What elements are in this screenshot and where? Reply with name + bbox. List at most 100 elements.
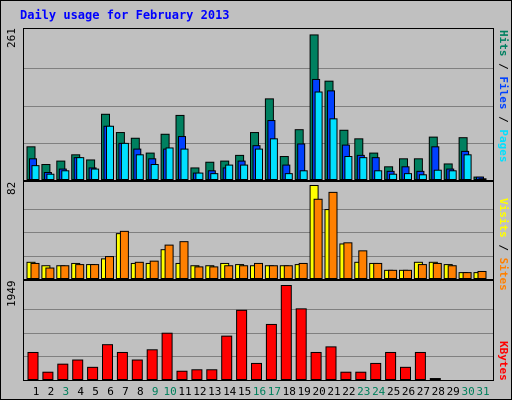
kbytes-bar bbox=[206, 369, 218, 380]
pages-bar bbox=[180, 148, 189, 180]
sites-bar bbox=[119, 230, 129, 279]
kbytes-bar bbox=[57, 363, 69, 380]
kbytes-bar bbox=[42, 371, 54, 380]
kbytes-bar bbox=[429, 378, 441, 381]
hits-files-pages-chart bbox=[24, 34, 493, 181]
day-label: 6 bbox=[107, 385, 114, 398]
day-label: 28 bbox=[432, 385, 445, 398]
sites-bar bbox=[283, 265, 293, 280]
visits-sites-legend: Visits / Sites bbox=[497, 198, 510, 291]
kbytes-max-label: 1949 bbox=[5, 280, 18, 308]
day-label: 26 bbox=[402, 385, 415, 398]
legend-visits: Visits bbox=[497, 198, 510, 238]
sites-bar bbox=[224, 265, 234, 280]
kbytes-bar bbox=[414, 351, 426, 381]
legend-files: Files bbox=[497, 76, 510, 110]
pages-bar bbox=[225, 164, 234, 181]
sites-bar bbox=[298, 262, 308, 279]
legend-pages: Pages bbox=[497, 129, 510, 163]
day-label: 29 bbox=[447, 385, 460, 398]
kbytes-bar bbox=[295, 308, 307, 380]
visits-sites-panel bbox=[23, 181, 494, 280]
kbytes-bar bbox=[280, 285, 292, 380]
day-label: 13 bbox=[208, 385, 221, 398]
kbytes-bar bbox=[116, 351, 128, 381]
sites-bar bbox=[403, 269, 412, 280]
day-label: 19 bbox=[298, 385, 311, 398]
day-label: 12 bbox=[193, 385, 206, 398]
kbytes-bar bbox=[370, 362, 382, 381]
sites-bar bbox=[239, 265, 249, 280]
pages-bar bbox=[106, 125, 114, 180]
kbytes-bar bbox=[176, 370, 188, 380]
pages-bar bbox=[359, 157, 368, 180]
pages-bar bbox=[299, 170, 308, 180]
kbytes-bar bbox=[27, 351, 39, 381]
sites-bar bbox=[209, 266, 219, 279]
sites-bar bbox=[194, 266, 204, 279]
day-label: 22 bbox=[342, 385, 355, 398]
pages-bar bbox=[31, 165, 40, 181]
pages-bar bbox=[255, 148, 263, 180]
kbytes-bar bbox=[191, 369, 203, 380]
sites-bar bbox=[477, 270, 487, 279]
pages-bar bbox=[269, 138, 278, 180]
pages-bar bbox=[91, 168, 100, 181]
legend-kbytes: KBytes bbox=[497, 341, 510, 381]
pages-bar bbox=[150, 164, 159, 180]
sites-bar bbox=[105, 256, 114, 280]
day-label: 25 bbox=[387, 385, 400, 398]
legend-hits: Hits bbox=[497, 30, 510, 57]
kbytes-bar bbox=[87, 366, 99, 380]
kbytes-legend: KBytes bbox=[497, 341, 510, 381]
day-label: 21 bbox=[327, 385, 340, 398]
day-label: 27 bbox=[417, 385, 430, 398]
day-label: 10 bbox=[163, 385, 176, 398]
kbytes-bar bbox=[340, 371, 352, 380]
sites-bar bbox=[90, 264, 100, 280]
kbytes-bar bbox=[131, 359, 143, 380]
visits-max-label: 82 bbox=[5, 181, 18, 195]
pages-bar bbox=[120, 142, 129, 181]
day-label: 2 bbox=[48, 385, 55, 398]
legend-sep: / bbox=[497, 237, 510, 258]
pages-bar bbox=[165, 147, 174, 180]
day-axis: 1 2 3 4 5 6 7 8 9 10 11 12 13 14 15 16 17 18 19 20 21 22 23 24 2… bbox=[33, 385, 490, 398]
pages-bar bbox=[240, 164, 249, 181]
sites-bar bbox=[60, 265, 70, 280]
sites-bar bbox=[30, 262, 40, 279]
kbytes-bar bbox=[161, 332, 173, 380]
hits-files-pages-legend: Hits / Files / Pages bbox=[497, 30, 510, 163]
kbytes-bar bbox=[265, 323, 277, 380]
pages-bar bbox=[418, 174, 427, 180]
sites-bar bbox=[149, 260, 159, 280]
day-label: 5 bbox=[92, 385, 99, 398]
sites-bar bbox=[75, 264, 85, 280]
hits-max-label: 261 bbox=[5, 28, 18, 48]
pages-bar bbox=[374, 170, 383, 180]
day-label: 9 bbox=[152, 385, 159, 398]
chart-title: Daily usage for February 2013 bbox=[20, 8, 230, 22]
pages-bar bbox=[448, 170, 457, 180]
pages-bar bbox=[195, 172, 204, 180]
sites-bar bbox=[313, 198, 323, 280]
day-label: 15 bbox=[238, 385, 251, 398]
day-label: 7 bbox=[122, 385, 129, 398]
pages-bar bbox=[329, 118, 338, 180]
day-label: 11 bbox=[178, 385, 191, 398]
day-label: 23 bbox=[357, 385, 370, 398]
pages-bar bbox=[46, 173, 55, 180]
legend-sep: / bbox=[497, 56, 510, 77]
sites-bar bbox=[134, 261, 144, 279]
day-label: 1 bbox=[33, 385, 40, 398]
sites-bar bbox=[432, 262, 442, 279]
pages-bar bbox=[389, 173, 398, 180]
legend-sep: / bbox=[497, 109, 510, 130]
day-label: 16 bbox=[253, 385, 266, 398]
kbytes-bar bbox=[355, 371, 367, 380]
pages-bar bbox=[344, 156, 353, 180]
legend-sites: Sites bbox=[497, 257, 510, 291]
pages-bar bbox=[61, 170, 70, 180]
kbytes-bar bbox=[221, 335, 233, 380]
kbytes-bar bbox=[385, 351, 397, 381]
